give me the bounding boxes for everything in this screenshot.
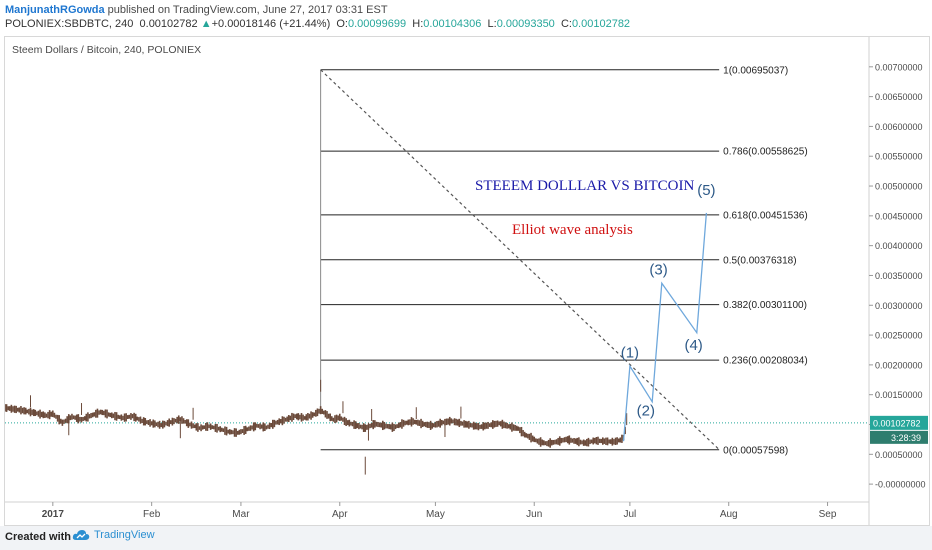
price-change: +0.00018146 (+21.44%) bbox=[211, 18, 331, 30]
chart-frame[interactable]: -0.000000000.000500000.001000000.0015000… bbox=[4, 36, 930, 526]
open-value: 0.00099699 bbox=[348, 18, 407, 30]
author-link[interactable]: ManjunathRGowda bbox=[5, 4, 105, 16]
fib-level-label: 0.382(0.00301100) bbox=[723, 300, 807, 311]
annotation-subtitle: Elliot wave analysis bbox=[512, 222, 633, 238]
fib-level-label: 1(0.00695037) bbox=[723, 65, 788, 76]
x-tick-label: Jun bbox=[526, 509, 542, 520]
wave-label-3: (3) bbox=[649, 261, 667, 278]
x-tick-label: Aug bbox=[720, 509, 738, 520]
countdown-tag-label: 3:28:39 bbox=[891, 433, 921, 443]
elliott-wave-path bbox=[622, 212, 708, 442]
y-tick-label: 0.00250000 bbox=[875, 331, 923, 341]
x-tick-label: May bbox=[426, 509, 445, 520]
fib-level-label: 0.618(0.00451536) bbox=[723, 210, 808, 221]
last-price: 0.00102782 bbox=[139, 18, 198, 30]
ohlc-line: POLONIEX:SBDBTC, 240 0.00102782 ▲+0.0001… bbox=[5, 17, 630, 31]
y-tick-label: 0.00500000 bbox=[875, 182, 923, 192]
price-chart[interactable]: -0.000000000.000500000.001000000.0015000… bbox=[5, 37, 929, 525]
y-tick-label: 0.00350000 bbox=[875, 271, 923, 281]
publish-line: ManjunathRGowda published on TradingView… bbox=[5, 3, 388, 17]
low-value: 0.00093350 bbox=[496, 18, 555, 30]
fib-level-label: 0(0.00057598) bbox=[723, 445, 788, 456]
y-tick-label: 0.00550000 bbox=[875, 152, 923, 162]
y-tick-label: 0.00700000 bbox=[875, 62, 923, 72]
close-value: 0.00102782 bbox=[571, 18, 631, 30]
footer-bar: Created with TradingView bbox=[0, 526, 932, 550]
y-tick-label: 0.00300000 bbox=[875, 301, 923, 311]
high-label: H: bbox=[412, 18, 424, 30]
up-arrow-icon: ▲ bbox=[200, 18, 212, 30]
y-tick-label: 0.00450000 bbox=[875, 211, 923, 221]
y-tick-label: 0.00200000 bbox=[875, 360, 923, 370]
x-tick-label: Feb bbox=[143, 509, 161, 520]
x-tick-label: Apr bbox=[332, 509, 348, 520]
wave-label-4: (4) bbox=[684, 337, 702, 354]
open-label: O: bbox=[336, 18, 348, 30]
close-label: C: bbox=[560, 18, 572, 30]
x-tick-label: 2017 bbox=[42, 509, 65, 520]
low-label: L: bbox=[487, 18, 497, 30]
annotation-title: STEEEM DOLLLAR VS BITCOIN bbox=[475, 178, 694, 194]
tradingview-brand[interactable]: TradingView bbox=[72, 528, 155, 542]
chart-header: ManjunathRGowda published on TradingView… bbox=[0, 0, 932, 34]
fib-level-label: 0.5(0.00376318) bbox=[723, 255, 796, 266]
wave-label-1: (1) bbox=[621, 345, 639, 362]
tradingview-brand-name: TradingView bbox=[94, 529, 155, 541]
wave-label-2: (2) bbox=[637, 403, 655, 420]
y-tick-label: 0.00150000 bbox=[875, 390, 923, 400]
x-tick-label: Sep bbox=[819, 509, 837, 520]
tradingview-cloud-icon bbox=[72, 530, 90, 540]
y-tick-label: 0.00650000 bbox=[875, 92, 923, 102]
fib-level-label: 0.236(0.00208034) bbox=[723, 356, 808, 367]
published-text: published on TradingView.com, June 27, 2… bbox=[107, 4, 388, 16]
x-tick-label: Mar bbox=[232, 509, 250, 520]
fib-level-label: 0.786(0.00558625) bbox=[723, 147, 808, 158]
wave-label-5: (5) bbox=[697, 182, 715, 199]
dashed-trend-line bbox=[320, 69, 720, 450]
countdown-tag bbox=[870, 430, 928, 444]
created-with-label: Created with bbox=[5, 531, 72, 543]
symbol-label: POLONIEX:SBDBTC, 240 bbox=[5, 18, 134, 30]
y-tick-label: -0.00000000 bbox=[875, 480, 926, 490]
y-tick-label: 0.00400000 bbox=[875, 241, 923, 251]
price-series bbox=[5, 379, 628, 475]
last-price-tag bbox=[870, 415, 928, 430]
x-tick-label: Jul bbox=[623, 509, 636, 520]
chart-title: Steem Dollars / Bitcoin, 240, POLONIEX bbox=[12, 44, 201, 56]
y-tick-label: 0.00050000 bbox=[875, 450, 923, 460]
high-value: 0.00104306 bbox=[423, 18, 482, 30]
last-price-tag-label: 0.00102782 bbox=[873, 418, 921, 428]
y-tick-label: 0.00600000 bbox=[875, 122, 923, 132]
